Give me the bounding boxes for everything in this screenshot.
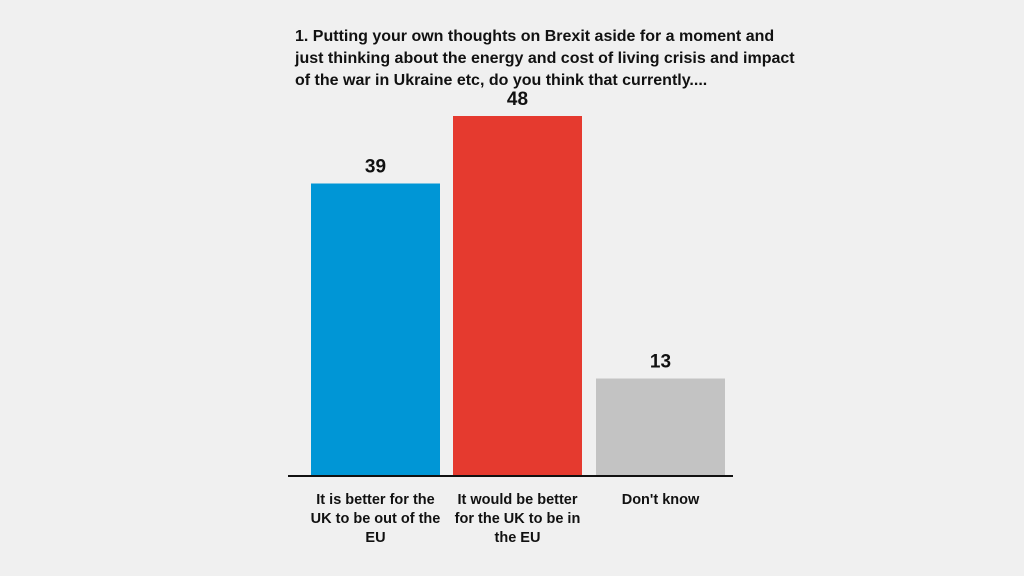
- bars-group: [311, 116, 725, 476]
- value-label-in: 48: [507, 89, 528, 110]
- bar-out: [311, 183, 440, 476]
- category-label-in: It would be better for the UK to be in t…: [454, 492, 581, 546]
- value-label-out: 39: [365, 157, 386, 178]
- value-label-dont-know: 13: [650, 352, 671, 373]
- value-labels-group: 39 48 13: [365, 89, 671, 373]
- bar-in: [453, 116, 582, 476]
- category-label-out: It is better for the UK to be out of the…: [310, 492, 441, 546]
- category-label-dont-know: Don't know: [621, 492, 700, 508]
- bar-dont-know: [596, 378, 725, 476]
- chart-title: 1. Putting your own thoughts on Brexit a…: [295, 28, 795, 89]
